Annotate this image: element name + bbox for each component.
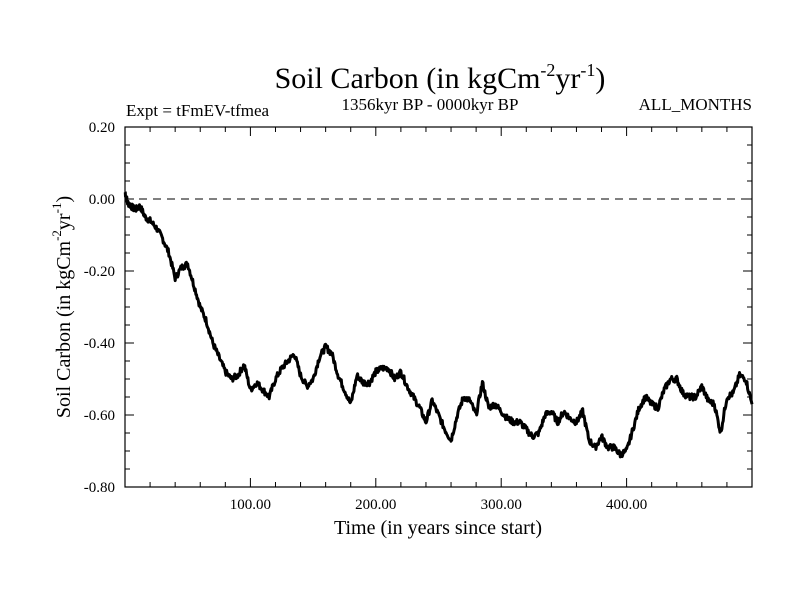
axis-ticks bbox=[124, 126, 753, 488]
y-axis-label: Soil Carbon (in kgCm-2yr-1) bbox=[49, 196, 75, 418]
x-tick-label: 300.00 bbox=[481, 497, 522, 513]
x-tick-label: 100.00 bbox=[230, 497, 271, 513]
y-tick-label: -0.20 bbox=[84, 264, 115, 280]
subtitle-months: ALL_MONTHS bbox=[639, 95, 752, 114]
y-tick-labels: 0.20 0.00 -0.20 -0.40 -0.60 -0.80 bbox=[84, 120, 115, 496]
x-tick-label: 200.00 bbox=[355, 497, 396, 513]
x-tick-labels: 100.00 200.00 300.00 400.00 bbox=[230, 497, 647, 513]
x-tick-label: 400.00 bbox=[606, 497, 647, 513]
y-tick-label: 0.00 bbox=[89, 192, 115, 208]
x-axis-label: Time (in years since start) bbox=[334, 517, 542, 539]
chart-title: Soil Carbon (in kgCm-2yr-1) bbox=[275, 60, 606, 95]
subtitle-experiment: Expt = tFmEV-tfmea bbox=[126, 101, 270, 120]
y-tick-label: 0.20 bbox=[89, 120, 115, 136]
plot-frame bbox=[124, 126, 753, 488]
subtitle-period: 1356kyr BP - 0000kyr BP bbox=[342, 95, 519, 114]
series-line-soil-carbon bbox=[123, 191, 754, 459]
y-tick-label: -0.60 bbox=[84, 408, 115, 424]
y-tick-label: -0.40 bbox=[84, 336, 115, 352]
y-tick-label: -0.80 bbox=[84, 480, 115, 496]
